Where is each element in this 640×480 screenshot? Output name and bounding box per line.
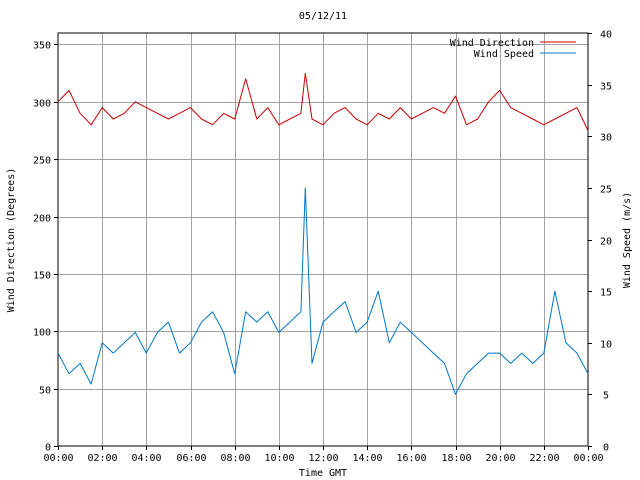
x-tick-label: 10:00	[264, 453, 294, 464]
series-layer	[57, 72, 589, 395]
y-left-tick-label: 100	[33, 328, 51, 339]
legend: Wind Direction Wind Speed	[450, 38, 576, 60]
ticks-layer: 00:00 02:00 04:00 06:00 08:00 10:00 12:00 14:00…	[33, 30, 612, 465]
legend-label-wind-speed: Wind Speed	[474, 49, 534, 60]
y-axis-right-label: Wind Speed (m/s)	[622, 192, 633, 288]
legend-label-wind-direction: Wind Direction	[450, 38, 534, 49]
y-left-tick-label: 200	[33, 214, 51, 225]
y-right-tick-label: 10	[600, 340, 612, 351]
x-tick-label: 08:00	[220, 453, 250, 464]
x-tick-label: 12:00	[308, 453, 338, 464]
x-tick-label: 18:00	[441, 453, 471, 464]
y-left-tick-label: 50	[39, 386, 51, 397]
y-left-tick-label: 250	[33, 156, 51, 167]
y-right-tick-label: 20	[600, 237, 612, 248]
x-tick-label: 22:00	[529, 453, 559, 464]
series-line-wind-speed	[57, 187, 589, 395]
y-left-tick-label: 350	[33, 41, 51, 52]
x-tick-label: 16:00	[396, 453, 426, 464]
y-right-tick-label: 25	[600, 185, 612, 196]
y-right-tick-label: 5	[603, 391, 609, 402]
x-tick-label: 00:00	[43, 453, 73, 464]
y-left-tick-label: 150	[33, 271, 51, 282]
x-tick-label: 04:00	[131, 453, 161, 464]
y-right-tick-label: 40	[600, 30, 612, 41]
x-tick-label: 14:00	[352, 453, 382, 464]
series-line-wind-direction	[57, 72, 589, 131]
y-right-tick-label: 30	[600, 133, 612, 144]
x-tick-label: 06:00	[176, 453, 206, 464]
y-left-tick-label: 0	[45, 443, 51, 454]
y-right-tick-label: 35	[600, 82, 612, 93]
x-tick-label: 02:00	[87, 453, 117, 464]
y-right-tick-label: 15	[600, 288, 612, 299]
y-left-tick-label: 300	[33, 99, 51, 110]
grid-layer	[58, 33, 588, 446]
x-tick-label: 00:00	[573, 453, 603, 464]
x-axis-label: Time GMT	[299, 468, 347, 479]
chart-title: 05/12/11	[299, 11, 347, 22]
y-right-tick-label: 0	[603, 443, 609, 454]
x-tick-label: 20:00	[485, 453, 515, 464]
y-axis-left-label: Wind Direction (Degrees)	[6, 168, 17, 313]
